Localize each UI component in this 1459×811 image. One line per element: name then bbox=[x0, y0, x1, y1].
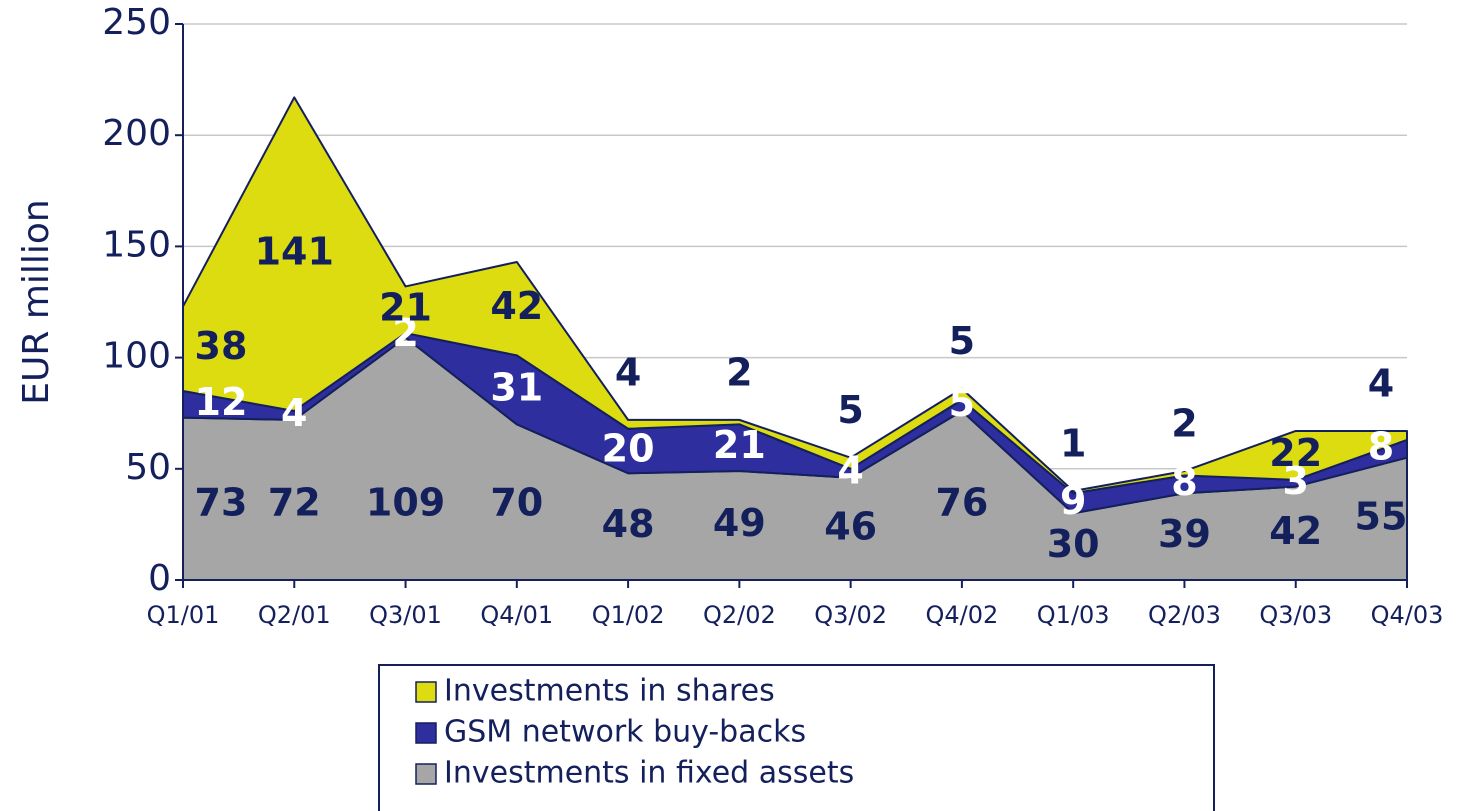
data-label: 39 bbox=[1158, 512, 1211, 556]
legend-swatch bbox=[415, 763, 437, 785]
y-tick-label: 50 bbox=[125, 447, 171, 488]
data-label: 30 bbox=[1047, 522, 1100, 566]
data-label: 141 bbox=[255, 230, 334, 274]
y-tick-label: 250 bbox=[102, 2, 171, 43]
x-tick-label: Q1/03 bbox=[1037, 601, 1110, 629]
y-axis-label: EUR million bbox=[16, 199, 57, 404]
legend-label: GSM network buy-backs bbox=[444, 715, 806, 750]
x-tick-label: Q3/01 bbox=[369, 601, 442, 629]
data-label: 8 bbox=[1171, 460, 1197, 504]
data-label: 5 bbox=[949, 381, 975, 425]
data-label: 22 bbox=[1269, 431, 1322, 475]
x-tick-label: Q3/03 bbox=[1259, 601, 1332, 629]
x-tick-label: Q2/02 bbox=[703, 601, 776, 629]
data-label: 9 bbox=[1060, 479, 1086, 523]
y-tick-label: 200 bbox=[102, 113, 171, 154]
x-tick-label: Q3/02 bbox=[814, 601, 887, 629]
data-label: 2 bbox=[392, 311, 418, 355]
data-label: 21 bbox=[713, 423, 766, 467]
data-label: 4 bbox=[1368, 361, 1394, 405]
data-label: 12 bbox=[195, 380, 248, 424]
data-label: 31 bbox=[490, 365, 543, 409]
data-label: 109 bbox=[366, 481, 445, 525]
legend-swatch bbox=[415, 722, 437, 744]
data-label: 21 bbox=[379, 285, 432, 329]
legend-label: Investments in shares bbox=[444, 674, 775, 709]
data-label: 73 bbox=[195, 481, 248, 525]
legend-swatch bbox=[415, 681, 437, 703]
x-tick-label: Q4/01 bbox=[480, 601, 553, 629]
x-tick-label: Q2/01 bbox=[258, 601, 331, 629]
x-tick-label: Q4/03 bbox=[1371, 601, 1444, 629]
data-label: 42 bbox=[1269, 509, 1322, 553]
data-label: 72 bbox=[268, 481, 321, 525]
legend-label: Investments in fixed assets bbox=[444, 756, 854, 791]
data-label: 46 bbox=[824, 504, 877, 548]
data-label: 5 bbox=[949, 319, 975, 363]
legend-box bbox=[378, 664, 1215, 811]
x-tick-label: Q2/03 bbox=[1148, 601, 1221, 629]
data-label: 20 bbox=[602, 427, 655, 471]
data-label: 4 bbox=[281, 391, 307, 435]
y-tick-label: 0 bbox=[148, 558, 171, 599]
x-tick-label: Q1/01 bbox=[147, 601, 220, 629]
data-label: 42 bbox=[490, 284, 543, 328]
data-label: 1 bbox=[1060, 422, 1086, 466]
data-label: 70 bbox=[490, 481, 543, 525]
data-label: 4 bbox=[837, 449, 863, 493]
x-tick-label: Q1/02 bbox=[592, 601, 665, 629]
data-label: 49 bbox=[713, 501, 766, 545]
data-label: 76 bbox=[935, 481, 988, 525]
y-tick-label: 150 bbox=[102, 224, 171, 265]
data-label: 5 bbox=[837, 388, 863, 432]
area bbox=[182, 96, 1408, 495]
data-label: 2 bbox=[1171, 402, 1197, 446]
data-label: 55 bbox=[1355, 494, 1408, 538]
data-label: 38 bbox=[195, 324, 248, 368]
data-label: 2 bbox=[726, 350, 752, 394]
data-label: 4 bbox=[615, 350, 641, 394]
data-label: 48 bbox=[602, 502, 655, 546]
y-tick-label: 100 bbox=[102, 336, 171, 377]
x-tick-label: Q4/02 bbox=[926, 601, 999, 629]
data-label: 8 bbox=[1368, 424, 1394, 468]
data-label: 3 bbox=[1283, 459, 1309, 503]
